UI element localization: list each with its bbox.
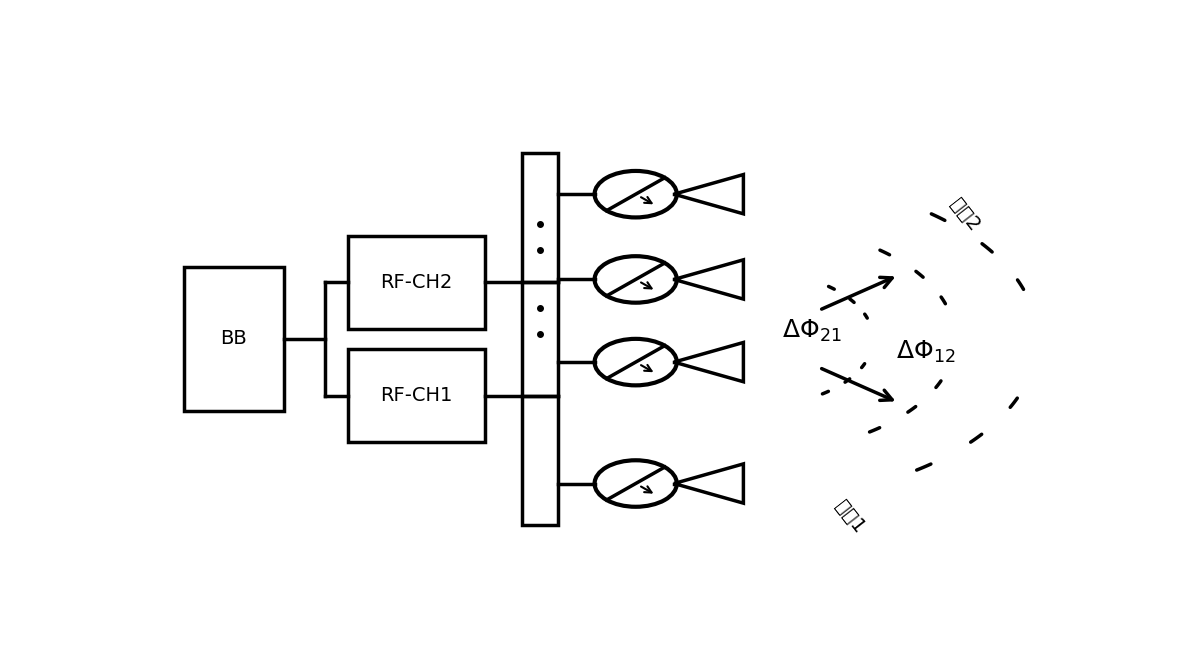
Text: $\Delta\Phi_{12}$: $\Delta\Phi_{12}$ [896, 339, 955, 365]
Text: RF-CH1: RF-CH1 [380, 386, 452, 405]
Text: 扟区2: 扟区2 [946, 195, 982, 235]
FancyBboxPatch shape [184, 266, 284, 411]
Text: $\Delta\Phi_{21}$: $\Delta\Phi_{21}$ [782, 318, 841, 344]
FancyBboxPatch shape [522, 153, 558, 525]
FancyBboxPatch shape [349, 349, 485, 442]
Text: 扟区1: 扟区1 [832, 497, 868, 537]
Text: BB: BB [220, 329, 247, 348]
FancyBboxPatch shape [349, 236, 485, 329]
Text: RF-CH2: RF-CH2 [380, 272, 452, 291]
